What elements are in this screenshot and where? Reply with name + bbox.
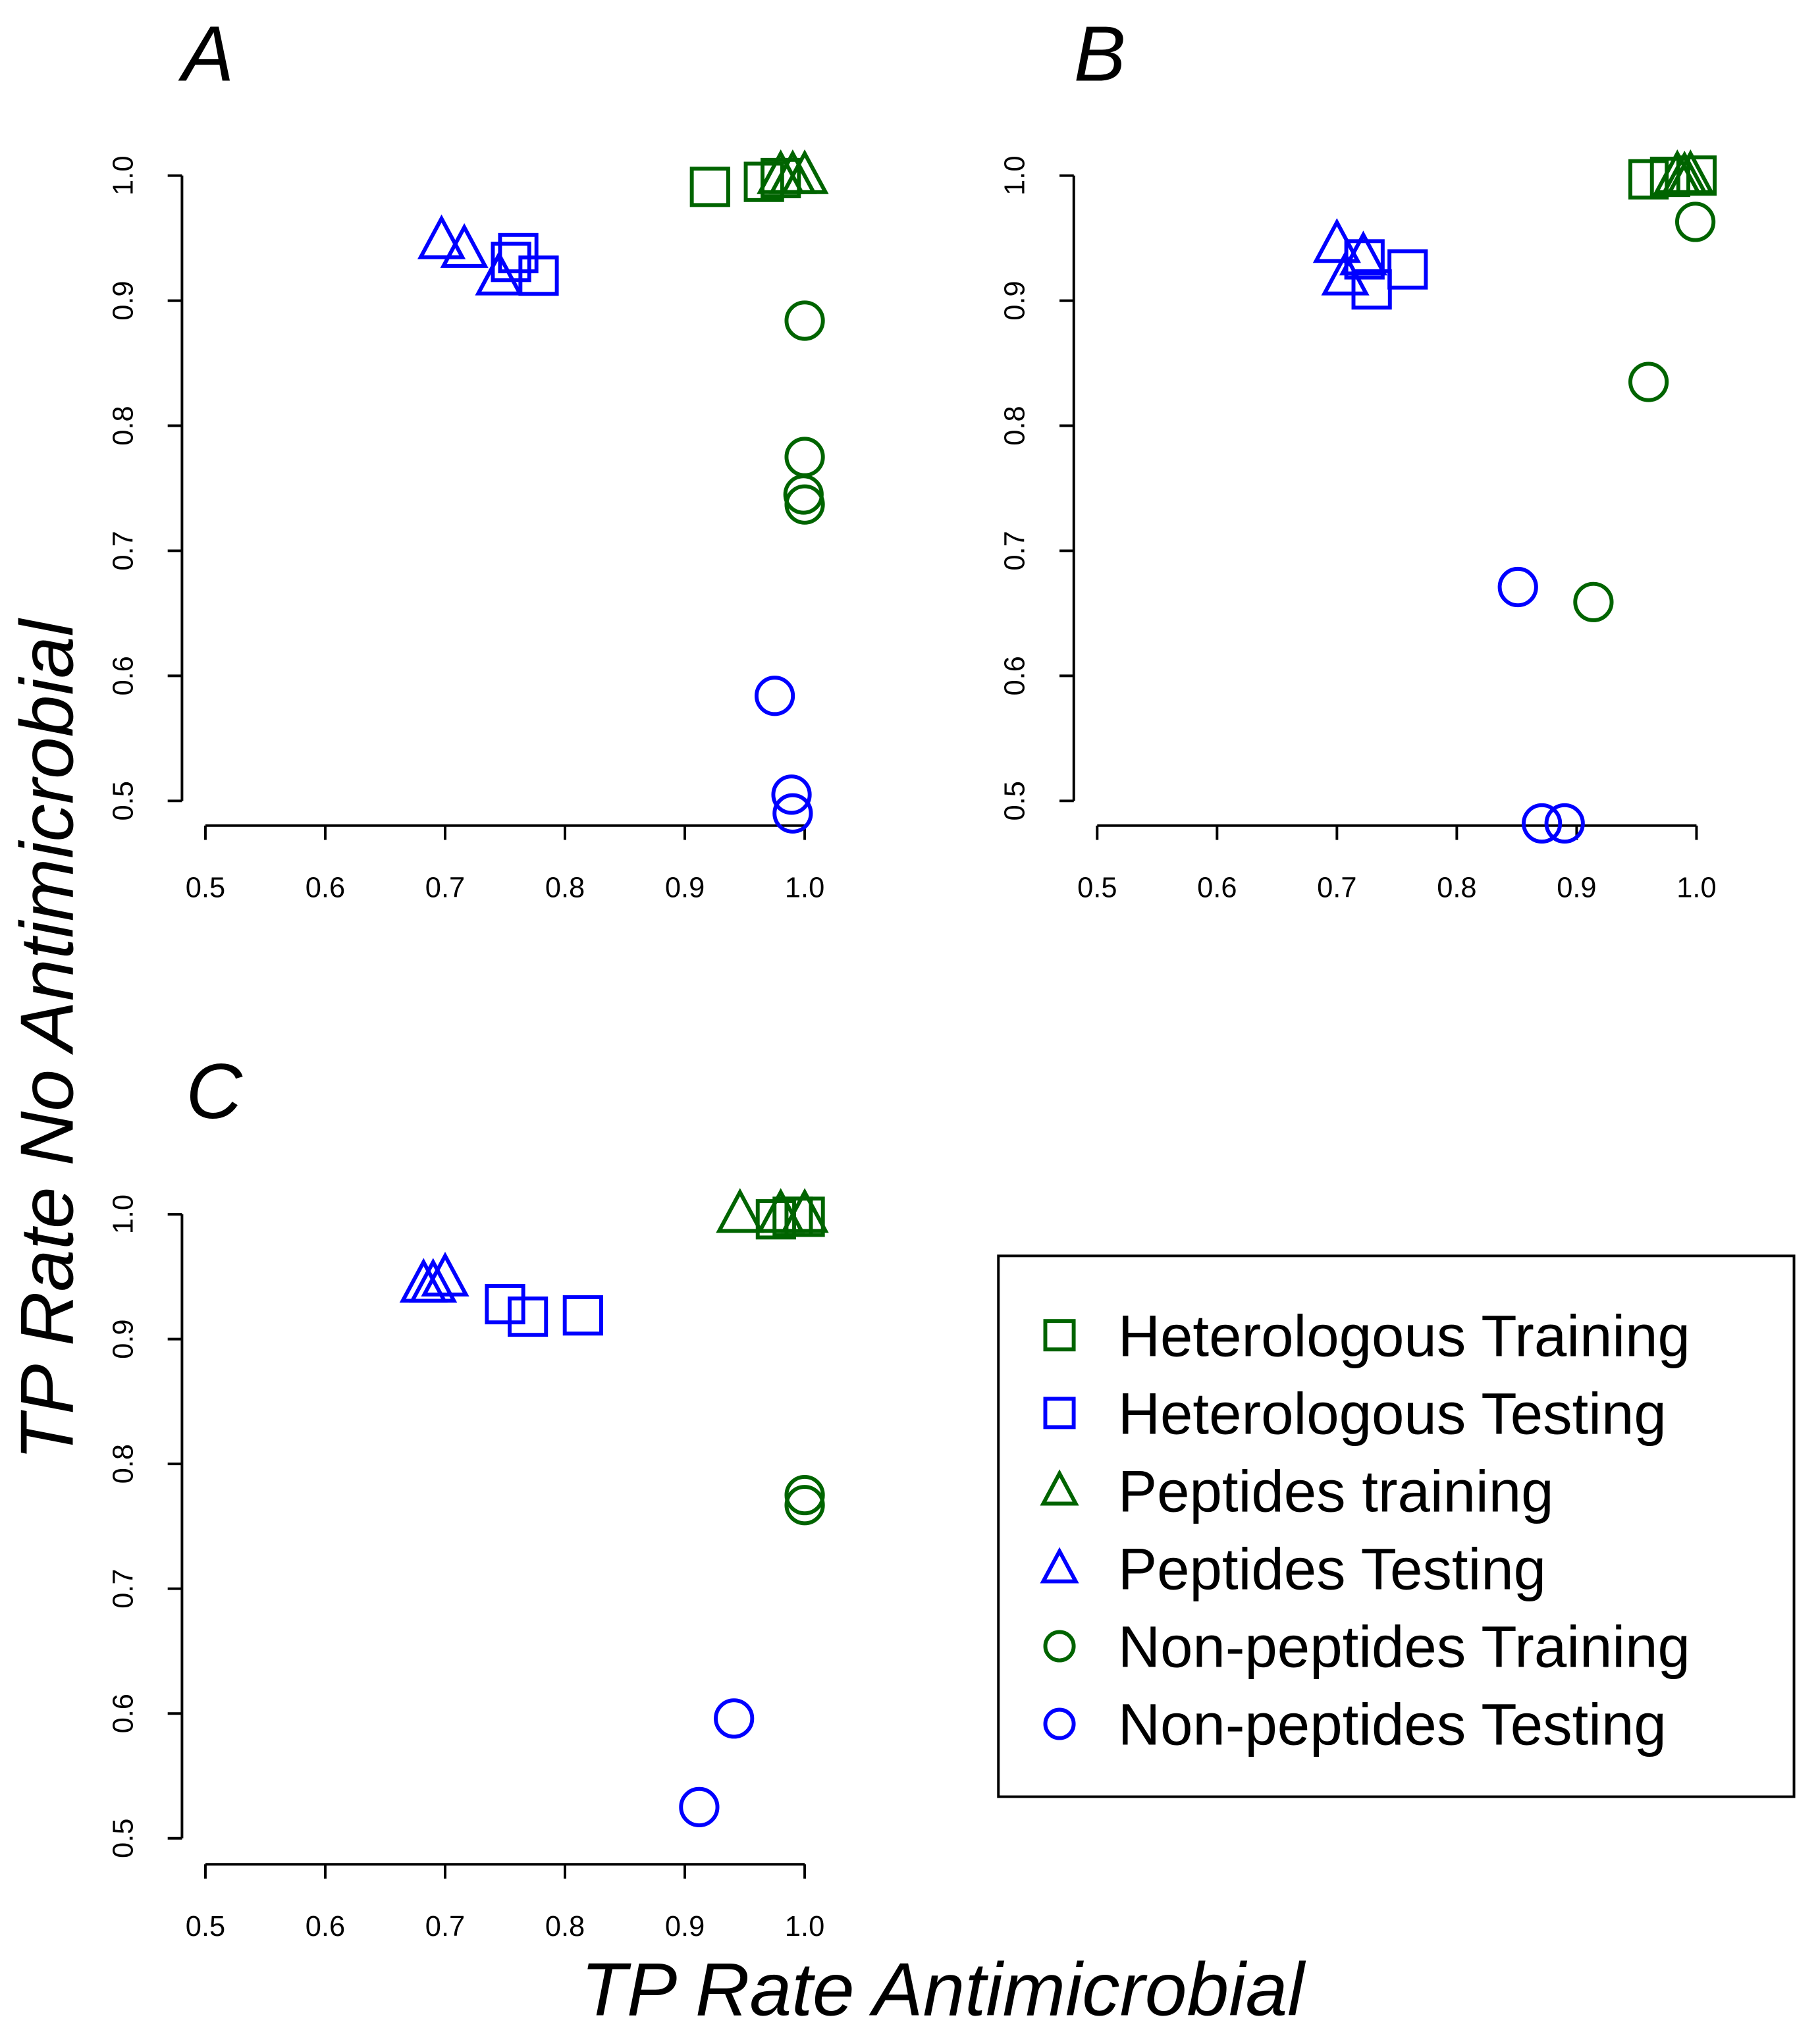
point-non-peptides-testing — [772, 793, 813, 834]
legend-square-icon — [1043, 1397, 1076, 1430]
y-tick-label: 0.5 — [1000, 781, 1031, 820]
point-peptides-training — [757, 1188, 805, 1233]
x-tick-label: 0.5 — [1077, 872, 1117, 903]
point-non-peptides-training — [1675, 201, 1716, 242]
x-tick-label: 1.0 — [1676, 872, 1716, 903]
legend-entry: Heterologous Training — [1118, 1303, 1690, 1368]
y-tick-label: 1.0 — [107, 1194, 139, 1234]
x-tick-label: 0.9 — [665, 872, 705, 903]
point-heterologous-training — [689, 167, 730, 207]
point-non-peptides-training — [784, 484, 825, 525]
point-non-peptides-training — [784, 1474, 825, 1516]
panel-A: A 0.5 0.6 0.7 0.8 0.9 1.0 0.5 0.6 0.7 0.8 0.9 1.0 — [107, 11, 829, 903]
point-heterologous-training — [1628, 159, 1669, 200]
y-tick-label: 0.5 — [107, 1819, 139, 1858]
legend-entry: Peptides training — [1118, 1459, 1554, 1524]
y-tick-label: 0.5 — [107, 781, 139, 820]
point-peptides-training — [780, 1188, 829, 1233]
x-tick-label: 1.0 — [785, 872, 824, 903]
x-tick-label: 0.8 — [545, 872, 585, 903]
x-tick-label: 0.9 — [1557, 872, 1596, 903]
x-axis-title: TP Rate Antimicrobial — [581, 1947, 1306, 2031]
panel-C: C 0.5 0.6 0.7 0.8 0.9 1.0 0.5 0.6 0.7 0.8 0.9 1.0 — [107, 1048, 829, 1942]
point-peptides-testing — [475, 250, 523, 296]
point-non-peptides-testing — [754, 676, 795, 716]
y-tick-label: 0.7 — [1000, 531, 1031, 570]
point-non-peptides-testing — [714, 1698, 755, 1739]
panel-B: B 0.5 0.6 0.7 0.8 0.9 1.0 0.5 0.6 0.7 0.8 0.9 1.0 — [1000, 11, 1717, 903]
y-tick-label: 1.0 — [107, 155, 139, 195]
panel-label: C — [186, 1048, 243, 1135]
point-peptides-testing — [409, 1258, 458, 1303]
x-tick-label: 0.6 — [1197, 872, 1237, 903]
legend-triangle-icon — [1040, 1547, 1079, 1584]
point-non-peptides-training — [784, 1485, 825, 1526]
panel-label: B — [1074, 11, 1126, 98]
point-non-peptides-training — [1573, 581, 1614, 622]
point-peptides-training — [1666, 149, 1715, 194]
point-heterologous-testing — [562, 1295, 603, 1336]
legend-entry: Non-peptides Testing — [1118, 1692, 1667, 1757]
point-peptides-testing — [417, 214, 466, 259]
point-peptides-testing — [440, 223, 489, 268]
x-tick-label: 0.8 — [545, 1911, 585, 1942]
x-tick-label: 0.6 — [306, 872, 345, 903]
point-heterologous-training — [761, 157, 801, 199]
point-peptides-testing — [1321, 250, 1370, 296]
legend-entry: Heterologous Testing — [1118, 1381, 1667, 1446]
legend-triangle-icon — [1040, 1469, 1079, 1506]
point-peptides-testing — [1312, 218, 1361, 263]
point-peptides-testing — [1339, 230, 1387, 276]
panel-label: A — [178, 11, 234, 98]
y-tick-label: 0.8 — [1000, 406, 1031, 445]
x-tick-label: 0.5 — [186, 1911, 225, 1942]
x-tick-label: 0.7 — [425, 1911, 465, 1942]
y-tick-label: 0.6 — [1000, 656, 1031, 695]
x-tick-label: 0.7 — [425, 872, 465, 903]
legend-square-icon — [1043, 1319, 1076, 1352]
point-heterologous-testing — [518, 255, 559, 296]
y-tick-label: 0.7 — [107, 1569, 139, 1609]
x-tick-label: 1.0 — [785, 1911, 824, 1942]
point-heterologous-testing — [485, 1283, 525, 1325]
point-peptides-testing — [421, 1251, 469, 1297]
point-peptides-training — [716, 1188, 764, 1233]
point-non-peptides-testing — [1522, 803, 1563, 844]
x-tick-label: 0.6 — [306, 1911, 345, 1942]
point-heterologous-testing — [507, 1296, 549, 1337]
point-non-peptides-training — [784, 300, 825, 341]
y-tick-label: 0.7 — [107, 531, 139, 570]
point-non-peptides-testing — [1544, 803, 1585, 844]
y-tick-label: 1.0 — [1000, 155, 1031, 195]
x-tick-label: 0.8 — [1437, 872, 1476, 903]
y-tick-label: 0.6 — [107, 1694, 139, 1733]
y-tick-label: 0.6 — [107, 656, 139, 695]
legend-circle-icon — [1043, 1630, 1076, 1663]
x-tick-label: 0.9 — [665, 1911, 705, 1942]
point-non-peptides-testing — [771, 774, 812, 815]
x-tick-label: 0.5 — [186, 872, 225, 903]
point-heterologous-training — [784, 1196, 825, 1237]
point-heterologous-testing — [1387, 249, 1428, 290]
legend-entry: Non-peptides Training — [1118, 1615, 1690, 1680]
y-tick-label: 0.9 — [107, 281, 139, 320]
y-axis-title: TP Rate No Antimicrobial — [5, 618, 90, 1460]
point-non-peptides-testing — [679, 1786, 720, 1827]
point-non-peptides-training — [1628, 362, 1669, 402]
legend: Heterologous Training Heterologous Testin… — [997, 1254, 1796, 1798]
legend-entry: Peptides Testing — [1118, 1537, 1546, 1602]
y-tick-label: 0.8 — [107, 406, 139, 445]
point-non-peptides-training — [784, 437, 825, 477]
legend-circle-icon — [1043, 1707, 1076, 1740]
y-tick-label: 0.9 — [1000, 281, 1031, 320]
point-non-peptides-testing — [1497, 566, 1538, 608]
x-tick-label: 0.7 — [1317, 872, 1356, 903]
y-tick-label: 0.8 — [107, 1444, 139, 1484]
y-tick-label: 0.9 — [107, 1319, 139, 1358]
point-peptides-training — [780, 149, 829, 194]
